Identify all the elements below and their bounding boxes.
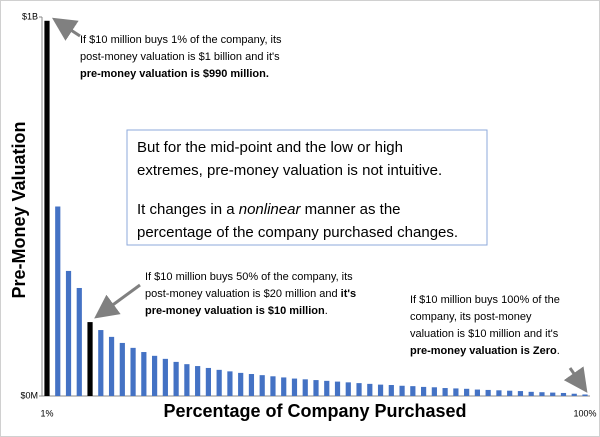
annotation-line: If $10 million buys 1% of the company, i… <box>80 34 282 46</box>
x-tick-label: 100% <box>573 408 596 418</box>
bar <box>560 392 567 396</box>
bar <box>227 371 233 396</box>
bar <box>281 377 287 396</box>
annotation-line: pre-money valuation is $10 million. <box>145 305 328 317</box>
bar <box>216 369 222 396</box>
annotation-line: If $10 million buys 100% of the <box>410 294 560 306</box>
bar <box>517 391 524 396</box>
bar <box>496 390 502 396</box>
bar <box>345 382 351 396</box>
x-tick-label: 1% <box>40 408 53 418</box>
x-axis-title: Percentage of Company Purchased <box>163 401 466 421</box>
y-axis-title: Pre-Money Valuation <box>9 121 29 298</box>
bar <box>152 355 158 396</box>
bar <box>108 336 115 396</box>
bar <box>76 287 82 396</box>
bar <box>324 380 330 396</box>
annotation-text: pre-money valuation is $990 million. <box>80 68 269 80</box>
arrow <box>94 283 141 319</box>
bar <box>55 206 61 396</box>
annotation-text: . <box>557 345 560 357</box>
bar <box>367 383 373 396</box>
annotation-text: If $10 million buys 100% of the <box>410 294 560 306</box>
annotation-line: But for the mid-point and the low or hig… <box>137 139 403 156</box>
annotation-text: If $10 million buys 1% of the company, i… <box>80 34 282 46</box>
annotation-text: pre-money valuation is $10 million <box>145 305 325 317</box>
bar <box>421 386 427 396</box>
annotation-text: pre-money valuation is Zero <box>410 345 557 357</box>
bar <box>130 347 136 396</box>
annotation-line: If $10 million buys 50% of the company, … <box>145 271 353 283</box>
annotation-text: It changes in a <box>137 201 239 218</box>
annotation-line: valuation is $10 million and it's <box>410 328 559 340</box>
annotation-line: percentage of the company purchased chan… <box>137 224 458 241</box>
bar <box>98 330 104 396</box>
annotation-line: post-money valuation is $1 billion and i… <box>80 51 280 63</box>
bar <box>313 380 319 396</box>
bar <box>291 378 298 396</box>
bar <box>571 393 577 396</box>
bar <box>334 381 341 396</box>
bar <box>464 388 470 396</box>
bar <box>377 384 384 396</box>
bar <box>162 358 168 396</box>
y-tick-label: $0M <box>20 390 38 400</box>
annotation-text: post-money valuation is $20 million and <box>145 288 341 300</box>
arrow <box>563 366 588 393</box>
bar <box>582 394 588 396</box>
bar <box>195 366 201 396</box>
bar <box>388 385 394 396</box>
y-tick-label: $1B <box>22 11 38 21</box>
bar <box>507 390 513 396</box>
bar <box>453 388 459 396</box>
bar <box>528 391 534 396</box>
bar <box>431 387 437 396</box>
annotation-text: company, its post-money <box>410 311 532 323</box>
bar <box>442 388 448 396</box>
annotation-text: But for the mid-point and the low or hig… <box>137 139 403 156</box>
bar <box>302 379 308 396</box>
annotation-line: company, its post-money <box>410 311 532 323</box>
annotation-text: post-money valuation is $1 billion and i… <box>80 51 280 63</box>
bar <box>248 374 255 396</box>
annotation-text: valuation is $10 million and it's <box>410 328 559 340</box>
annotation-text: it's <box>341 288 356 300</box>
annotation-text: If $10 million buys 50% of the company, … <box>145 271 353 283</box>
bar <box>474 389 480 396</box>
annotation-text: manner as the <box>300 201 400 218</box>
bar <box>238 372 244 396</box>
annotation-text: extremes, pre-money valuation is not int… <box>137 162 442 179</box>
bar <box>539 392 545 396</box>
bar <box>184 364 190 396</box>
annotation-text: . <box>325 305 328 317</box>
bar <box>65 270 72 396</box>
bar <box>173 361 179 396</box>
bar <box>410 386 416 396</box>
bar <box>270 376 276 396</box>
bar <box>87 322 93 396</box>
annotation-text: percentage of the company purchased chan… <box>137 224 458 241</box>
arrow <box>51 17 81 41</box>
bar <box>119 342 125 396</box>
annotation-line: extremes, pre-money valuation is not int… <box>137 162 442 179</box>
bar <box>44 20 50 396</box>
annotation-line: pre-money valuation is Zero. <box>410 345 560 357</box>
annotation-text: nonlinear <box>239 201 302 218</box>
bar <box>550 392 556 396</box>
bar <box>356 383 362 396</box>
note-box <box>126 129 488 246</box>
bar <box>205 367 211 396</box>
bar <box>485 389 491 396</box>
annotation-line: It changes in a nonlinear manner as the <box>137 201 401 218</box>
annotation-line: post-money valuation is $20 million and … <box>145 288 356 300</box>
bar <box>399 385 405 396</box>
bar <box>141 352 147 396</box>
bar <box>259 375 265 396</box>
annotation-line: pre-money valuation is $990 million. <box>80 68 269 80</box>
